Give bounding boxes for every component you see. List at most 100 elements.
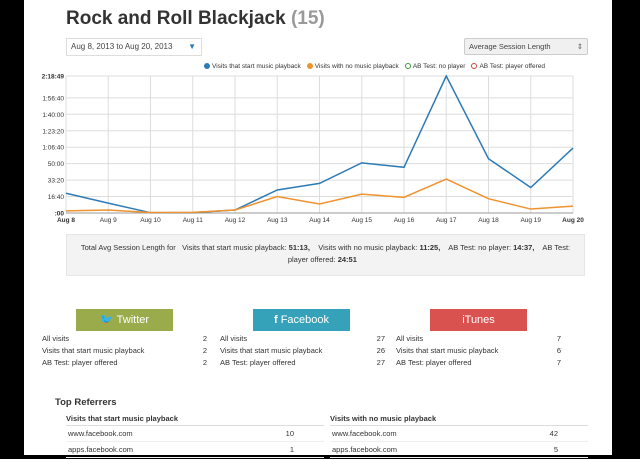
stat-label: Visits that start music playback (42, 346, 145, 355)
stat-label: Visits that start music playback (396, 346, 499, 355)
x-tick-label: Aug 20 (562, 217, 584, 224)
summary-item-value: 24:51 (337, 255, 357, 264)
y-tick-label: 33:20 (48, 178, 65, 185)
source-stats: All visits 2 Visits that start music playb… (42, 333, 207, 369)
referrer-table-header: Visits with no music playback (330, 413, 588, 426)
stat-value: 27 (376, 358, 385, 367)
summary-item-value: 51:13, (288, 243, 310, 252)
stat-label: All visits (396, 334, 424, 343)
x-tick-label: Aug 16 (394, 217, 415, 224)
referrer-count: 42 (549, 429, 558, 438)
legend-marker-icon (471, 63, 478, 69)
referrer-table: Visits with no music playback www.faceboo… (330, 413, 588, 458)
referrer-domain[interactable]: www.facebook.com (332, 429, 397, 438)
y-tick-label: :00 (55, 211, 65, 218)
summary-item-label: AB Test: no player: (448, 243, 514, 252)
referrer-table: Visits that start music playback www.face… (66, 413, 324, 458)
table-row: apps.facebook.com 5 (330, 442, 588, 458)
stat-row: Visits that start music playback 26 (220, 345, 385, 357)
select-arrows-icon: ⇕ (576, 42, 583, 51)
summary-item: AB Test: no player: 14:37, (448, 243, 534, 252)
date-range-value: Aug 8, 2013 to Aug 20, 2013 (71, 42, 173, 51)
x-tick-label: Aug 18 (478, 217, 499, 224)
stat-label: AB Test: player offered (42, 358, 118, 367)
stat-row: AB Test: player offered 27 (220, 357, 385, 369)
summary-item: Visits that start music playback: 51:13, (182, 243, 310, 252)
x-tick-label: Aug 8 (57, 217, 75, 224)
legend-item[interactable]: AB Test: no player (404, 63, 466, 70)
x-tick-label: Aug 10 (140, 217, 161, 224)
referrer-table-header: Visits that start music playback (66, 413, 324, 426)
source-name: iTunes (462, 314, 495, 326)
referrer-count: 1 (289, 445, 294, 454)
stat-value: 6 (556, 346, 561, 355)
summary-item: Visits with no music playback: 11:25, (318, 243, 440, 252)
summary-box: Total Avg Session Length for Visits that… (66, 234, 585, 276)
y-tick-label: 16:40 (48, 194, 65, 201)
itunes-button[interactable]: iTunes (430, 309, 527, 331)
summary-prefix: Total Avg Session Length for (80, 243, 176, 252)
stat-row: AB Test: player offered 7 (396, 357, 561, 369)
facebook-button[interactable]: f Facebook (253, 309, 350, 331)
legend-label: Visits with no music playback (314, 63, 399, 70)
legend-label: AB Test: no player (412, 63, 466, 70)
metric-select[interactable]: Average Session Length ⇕ (464, 38, 588, 55)
x-tick-label: Aug 9 (100, 217, 117, 224)
line-chart: :00 16:40 33:20 50:00 1:06:40 1:23:20 1:40:00 1… (42, 74, 585, 225)
stat-label: Visits that start music playback (220, 346, 323, 355)
stat-label: AB Test: player offered (396, 358, 472, 367)
title-text: Rock and Roll Blackjack (66, 8, 286, 29)
y-tick-label: 50:00 (48, 161, 65, 168)
stat-value: 2 (202, 358, 207, 367)
source-name: Twitter (116, 314, 150, 326)
stat-label: AB Test: player offered (220, 358, 296, 367)
legend-label: Visits that start music playback (212, 63, 301, 70)
source-stats: All visits 27 Visits that start music play… (220, 333, 385, 369)
x-tick-label: Aug 15 (351, 217, 372, 224)
legend-item[interactable]: Visits that start music playback (204, 63, 301, 70)
table-row: www.facebook.com 10 (66, 426, 324, 442)
summary-item-value: 14:37, (513, 243, 535, 252)
stat-label: All visits (220, 334, 248, 343)
source-name: Facebook (280, 314, 330, 326)
referrer-domain[interactable]: www.facebook.com (68, 429, 133, 438)
stat-value: 27 (376, 334, 385, 343)
y-tick-label: 1:23:20 (42, 128, 64, 135)
y-tick-label: 1:40:00 (42, 112, 64, 119)
stat-row: AB Test: player offered 2 (42, 357, 207, 369)
legend-item[interactable]: AB Test: player offered (471, 63, 545, 70)
stat-value: 2 (202, 334, 207, 343)
y-tick-label: 1:56:40 (42, 95, 64, 102)
legend-item[interactable]: Visits with no music playback (306, 63, 399, 70)
stat-row: All visits 7 (396, 333, 561, 345)
x-tick-label: Aug 12 (225, 217, 246, 224)
referrer-domain[interactable]: apps.facebook.com (332, 445, 398, 454)
y-tick-label: 1:06:40 (42, 145, 64, 152)
legend-label: AB Test: player offered (479, 63, 545, 70)
title-count: (15) (290, 8, 325, 29)
referrer-count: 10 (285, 429, 294, 438)
stat-label: All visits (42, 334, 70, 343)
x-tick-label: Aug 14 (309, 217, 330, 224)
source-stats: All visits 7 Visits that start music playb… (396, 333, 561, 369)
referrer-count: 5 (553, 445, 558, 454)
twitter-icon: 🐦 (99, 314, 117, 326)
legend-marker-icon (204, 63, 210, 69)
stat-row: Visits that start music playback 2 (42, 345, 207, 357)
stat-row: All visits 2 (42, 333, 207, 345)
date-range-picker[interactable]: Aug 8, 2013 to Aug 20, 2013 ▼ (66, 38, 202, 56)
stat-row: All visits 27 (220, 333, 385, 345)
page: Rock and Roll Blackjack (15) Aug 8, 2013… (24, 0, 612, 458)
stat-row: Visits that start music playback 6 (396, 345, 561, 357)
x-tick-label: Aug 13 (267, 217, 288, 224)
summary-item-value: 11:25, (419, 243, 441, 252)
summary-item-label: Visits that start music playback: (182, 243, 289, 252)
table-row: www.facebook.com 42 (330, 426, 588, 442)
legend-marker-icon (404, 63, 411, 69)
facebook-icon: f (273, 314, 281, 326)
twitter-button[interactable]: 🐦 Twitter (76, 309, 173, 331)
x-tick-label: Aug 19 (520, 217, 541, 224)
summary-item-label: Visits with no music playback: (318, 243, 420, 252)
referrer-domain[interactable]: apps.facebook.com (68, 445, 134, 454)
chart-legend: Visits that start music playback Visits w… (204, 63, 545, 70)
